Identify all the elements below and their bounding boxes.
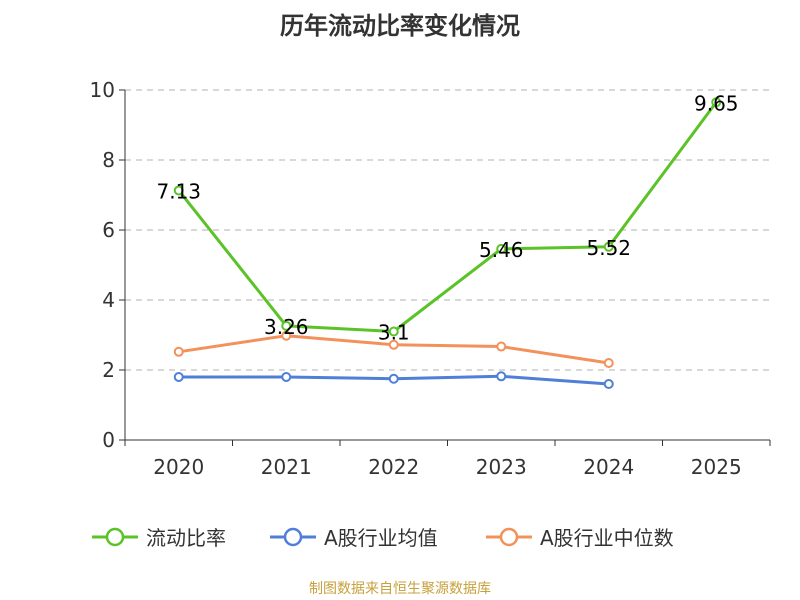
data-label-2021: 3.26 xyxy=(264,315,309,339)
data-point-0-2020 xyxy=(173,185,184,196)
data-point-2-2023 xyxy=(496,341,507,352)
data-label-2022: 3.1 xyxy=(378,321,410,345)
x-tick-label-2023: 2023 xyxy=(476,455,527,479)
data-label-2024: 5.52 xyxy=(586,236,631,260)
series-points xyxy=(173,97,722,389)
axes: 0 2 4 6 8 10 2020 2021 2022 2023 2024 2025 xyxy=(90,78,771,479)
y-tick-label-10: 10 xyxy=(90,78,115,102)
data-point-2-2020 xyxy=(173,346,184,357)
data-point-1-2020 xyxy=(173,372,184,382)
data-label-2025: 9.65 xyxy=(694,91,739,115)
chart-title: 历年流动比率变化情况 xyxy=(280,12,520,40)
x-tick-label-2021: 2021 xyxy=(261,455,312,479)
data-point-1-2021 xyxy=(281,372,292,382)
legend: 流动比率 A股行业均值 A股行业中位数 xyxy=(92,526,674,550)
legend-label-2: A股行业中位数 xyxy=(540,526,674,550)
data-point-2-2021 xyxy=(281,330,292,341)
data-point-0-2025 xyxy=(711,97,722,108)
x-tick-label-2025: 2025 xyxy=(691,455,742,479)
legend-label-0: 流动比率 xyxy=(146,526,226,550)
data-point-1-2023 xyxy=(496,371,507,382)
y-tick-label-2: 2 xyxy=(102,358,115,382)
data-label-2020: 7.13 xyxy=(156,179,201,203)
series-line-0 xyxy=(177,101,718,333)
series-lines xyxy=(177,101,718,386)
data-point-2-2022 xyxy=(388,339,399,350)
x-tick-label-2020: 2020 xyxy=(153,455,204,479)
y-tick-label-6: 6 xyxy=(102,218,115,242)
y-tick-label-4: 4 xyxy=(102,288,115,312)
data-point-0-2021 xyxy=(281,320,292,331)
data-point-0-2023 xyxy=(496,243,507,254)
legend-marker-1 xyxy=(283,527,303,547)
data-point-2-2024 xyxy=(603,358,614,368)
source-note: 制图数据来自恒生聚源数据库 xyxy=(309,581,491,597)
legend-marker-0 xyxy=(105,527,125,547)
data-labels: 7.13 3.26 3.1 5.46 5.52 9.65 xyxy=(156,91,738,344)
data-point-1-2022 xyxy=(388,373,399,384)
gridlines xyxy=(125,89,770,371)
x-tick-label-2022: 2022 xyxy=(368,455,419,479)
data-point-1-2024 xyxy=(603,379,614,389)
data-point-0-2024 xyxy=(603,241,614,252)
y-tick-label-0: 0 xyxy=(102,428,115,452)
data-point-0-2022 xyxy=(388,326,399,337)
legend-marker-2 xyxy=(499,527,519,547)
y-tick-label-8: 8 xyxy=(102,148,115,172)
legend-label-1: A股行业均值 xyxy=(324,526,438,550)
x-tick-label-2024: 2024 xyxy=(583,455,634,479)
data-label-2023: 5.46 xyxy=(479,238,524,262)
